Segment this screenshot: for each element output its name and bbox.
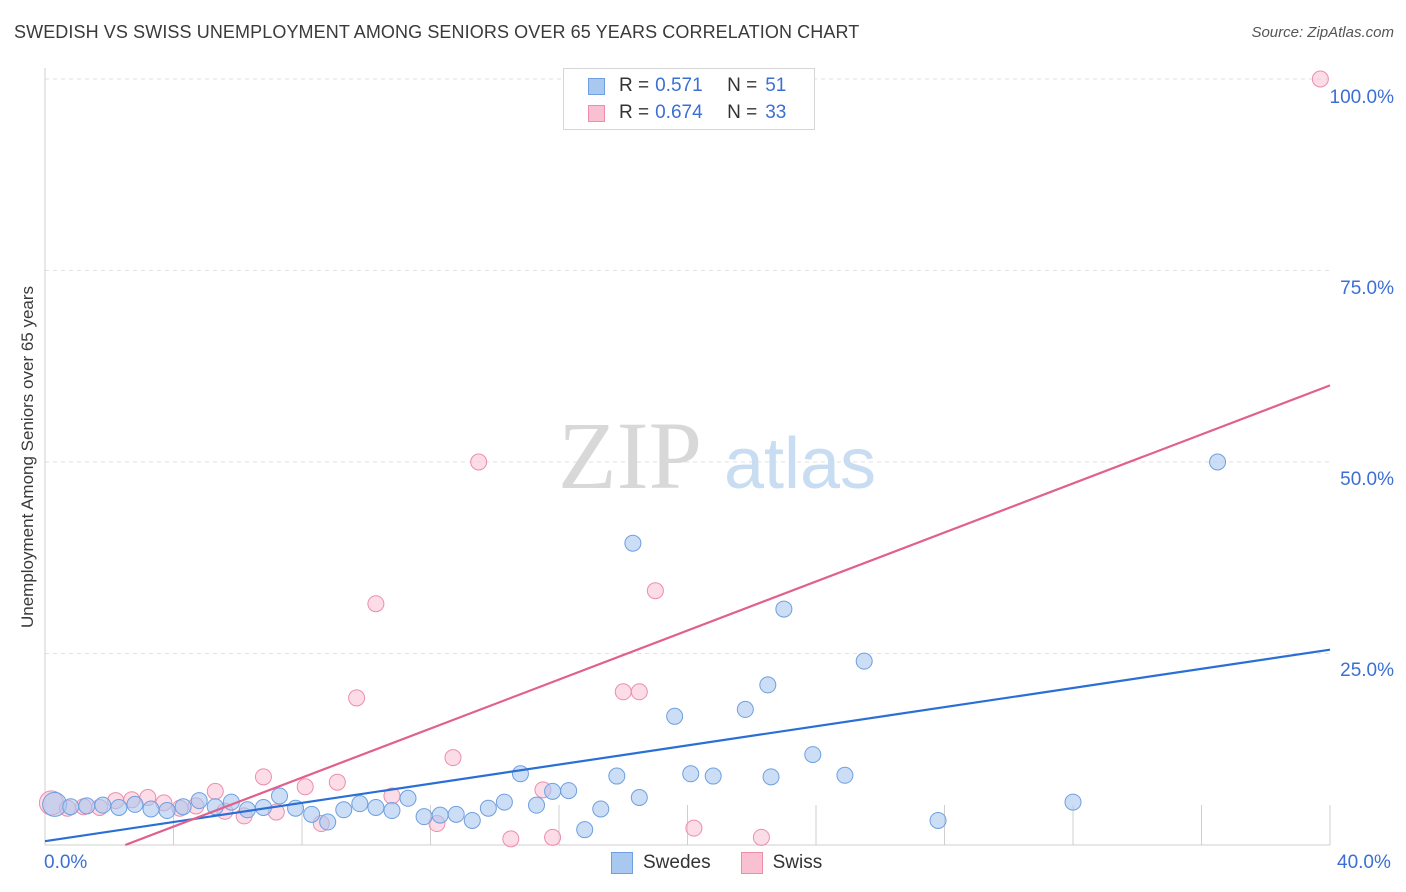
y-tick-75: 75.0% [1340,278,1394,299]
swedes-point [62,798,80,816]
y-tick-100: 100.0% [1329,87,1394,108]
x-tick-min: 0.0% [44,852,88,873]
swedes-point [174,798,192,816]
swedes-point [736,700,754,718]
swedes-point [158,802,176,820]
swiss-point [470,453,488,471]
swedes-point [415,808,433,826]
watermark-zip: ZIP [558,402,702,509]
swedes-point [479,799,497,817]
source-label: Source: ZipAtlas.com [1251,24,1394,41]
swedes-point [303,805,321,823]
legend-r-label: R = [619,75,650,96]
swiss-point [685,819,703,837]
legend-r-label: R = [619,102,650,123]
swedes-point [1064,793,1082,811]
swedes-point [624,534,642,552]
watermark: ZIP atlas [558,402,876,509]
legend-swatch-swiss [740,852,763,874]
legend-row-swiss: R = 0.674 N = 33 [588,101,786,125]
y-tick-25: 25.0% [1340,660,1394,681]
x-tick-max: 40.0% [1337,852,1391,873]
swedes-point [544,782,562,800]
chart-title: SWEDISH VS SWISS UNEMPLOYMENT AMONG SENI… [14,22,860,42]
legend-swatch-swedes [588,77,605,95]
legend-r-value: 0.674 [655,102,703,123]
legend-n-label: N = [727,102,758,123]
swedes-point [335,801,353,819]
swedes-point [666,707,684,725]
legend-label-swiss: Swiss [772,852,823,873]
grid-lines [45,78,1330,654]
swedes-point [704,767,722,785]
series-legend: Swedes Swiss [611,852,852,874]
axes [44,68,1331,846]
legend-swatch-swedes [611,852,633,874]
swedes-trend-line [44,648,1331,843]
swedes-point [190,792,208,810]
swedes-point [608,767,626,785]
swedes-point [319,813,337,831]
watermark-atlas: atlas [724,424,876,504]
swedes-point [142,800,160,818]
legend-n-value: 33 [765,102,787,123]
y-tick-50: 50.0% [1340,469,1394,490]
swedes-point [383,802,401,820]
swiss-point [328,773,346,791]
swedes-point [351,795,369,813]
swedes-point [78,797,96,815]
swedes-point [447,805,465,823]
swedes-point [431,806,449,824]
swedes-point [560,782,578,800]
swedes-point [271,787,289,805]
swiss-point [544,828,562,846]
swiss-point [630,683,648,701]
swedes-point [775,600,793,618]
swiss-point [752,828,770,846]
swiss-point [367,595,385,613]
swedes-point [511,765,529,783]
swedes-point [592,800,610,818]
legend-row-swedes: R = 0.571 N = 51 [588,74,786,98]
swiss-point [614,683,632,701]
legend-r-value: 0.571 [655,75,703,96]
swedes-point [110,798,128,816]
swedes-point [929,811,947,829]
swedes-point [126,795,144,813]
legend-n-value: 51 [765,75,787,96]
legend-item-swedes: Swedes [611,852,711,874]
swiss-point [1311,70,1329,88]
swiss-point [646,582,664,600]
swiss-point [254,768,272,786]
swedes-point [630,789,648,807]
correlation-legend: R = 0.571 N = 51 R = 0.674 N = 33 [563,68,815,130]
series-swedes-points [42,453,1227,839]
swedes-point [528,796,546,814]
trend-lines [44,384,1331,847]
swedes-point [682,765,700,783]
swiss-point [444,749,462,767]
swedes-point [855,652,873,670]
swiss-point [348,689,366,707]
swedes-point [759,676,777,694]
swiss-point [206,782,224,800]
swiss-point [296,778,314,796]
legend-swatch-swiss [588,104,605,122]
swedes-point [762,768,780,786]
swiss-point [502,830,520,848]
swedes-point [94,796,112,814]
swedes-point [836,766,854,784]
swedes-point [804,746,822,764]
legend-item-swiss: Swiss [740,852,823,874]
swedes-point [1209,453,1227,471]
swedes-point [495,793,513,811]
legend-label-swedes: Swedes [643,852,711,873]
swedes-point [576,821,594,839]
swiss-trend-line [124,384,1331,847]
swedes-point [463,811,481,829]
swedes-point [399,789,417,807]
legend-n-label: N = [727,75,758,96]
swedes-point [367,798,385,816]
